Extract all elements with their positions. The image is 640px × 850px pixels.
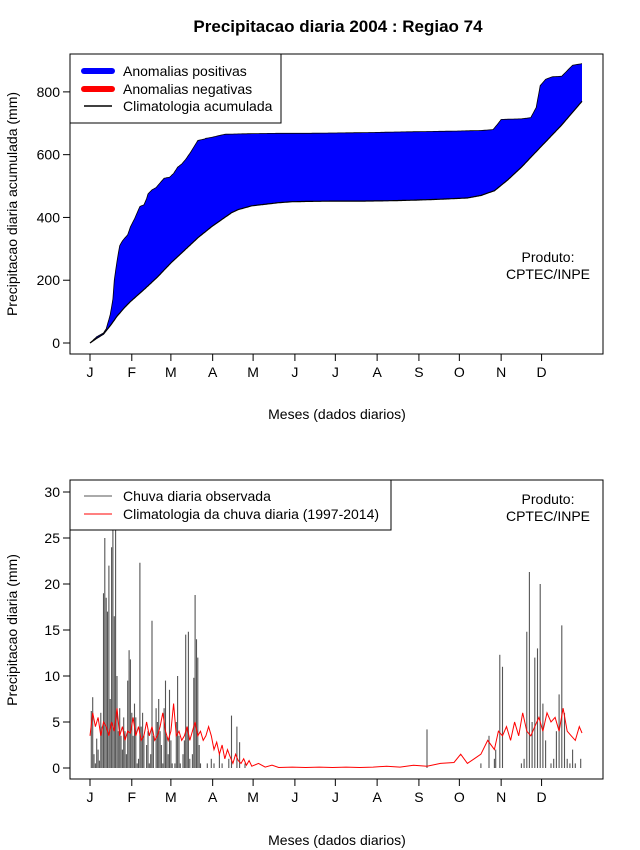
y-tick-label: 400 (37, 209, 61, 225)
x-tick-label: M (247, 789, 259, 805)
x-tick-label: M (165, 364, 177, 380)
x-tick-label: D (537, 789, 547, 805)
y-tick-label: 30 (44, 484, 60, 500)
daily-bars-group (90, 528, 582, 768)
legend-climatology-daily-label: Climatologia da chuva diaria (1997-2014) (123, 506, 379, 522)
x-tick-label: J (291, 364, 298, 380)
bottom-lines-group (89, 703, 583, 769)
bottom-x-label: Meses (dados diarios) (268, 832, 406, 848)
y-tick-label: 5 (52, 714, 60, 730)
x-tick-label: F (128, 789, 137, 805)
y-tick-label: 600 (37, 147, 61, 163)
x-tick-label: J (87, 364, 94, 380)
observed-cumulative-line (89, 63, 583, 344)
climatology-cumulative-line (89, 100, 583, 344)
x-tick-label: M (165, 789, 177, 805)
y-tick-label: 200 (37, 272, 61, 288)
top-title: Precipitacao diaria 2004 : Regiao 74 (193, 17, 483, 36)
x-tick-label: D (537, 364, 547, 380)
y-tick-label: 800 (37, 84, 61, 100)
legend-negative-label: Anomalias negativas (123, 81, 252, 97)
top-lines-group (89, 63, 583, 344)
legend-positive-label: Anomalias positivas (123, 63, 247, 79)
top-y-axis: 0 200 400 600 800 (37, 84, 71, 351)
bottom-legend-box (69, 479, 392, 531)
bottom-annotation-line1: Produto: (522, 491, 575, 507)
y-tick-label: 0 (52, 335, 60, 351)
x-tick-label: N (496, 364, 506, 380)
y-tick-label: 25 (44, 530, 60, 546)
x-tick-label: F (128, 364, 137, 380)
x-tick-label: A (372, 364, 382, 380)
positive-anomaly-area (90, 63, 582, 343)
x-tick-label: J (332, 789, 339, 805)
x-tick-label: S (414, 789, 423, 805)
bottom-annotation-line2: CPTEC/INPE (506, 508, 590, 524)
x-tick-label: A (372, 789, 382, 805)
y-tick-label: 0 (52, 760, 60, 776)
top-legend: Anomalias positivas Anomalias negativas … (69, 53, 282, 124)
x-tick-label: O (454, 364, 465, 380)
y-tick-label: 15 (44, 622, 60, 638)
legend-climatology-label: Climatologia acumulada (123, 98, 273, 114)
x-tick-label: O (454, 789, 465, 805)
x-tick-label: S (414, 364, 423, 380)
y-tick-label: 10 (44, 668, 60, 684)
x-tick-label: J (291, 789, 298, 805)
bottom-legend: Chuva diaria observada Climatologia da c… (69, 479, 392, 531)
bottom-panel: 0 5 10 15 20 25 30 J F M A M J J A S O N D Meses (dados d… (4, 479, 604, 848)
top-annotation-line2: CPTEC/INPE (506, 266, 590, 282)
top-annotation-line1: Produto: (522, 249, 575, 265)
x-tick-label: A (208, 364, 218, 380)
x-tick-label: J (87, 789, 94, 805)
x-tick-label: M (247, 364, 259, 380)
top-x-label: Meses (dados diarios) (268, 406, 406, 422)
top-y-label: Precipitacao diaria acumulada (mm) (4, 92, 20, 316)
x-tick-label: N (496, 789, 506, 805)
bottom-y-label: Precipitacao diaria (mm) (4, 554, 20, 706)
legend-observed-label: Chuva diaria observada (123, 488, 271, 504)
x-tick-label: A (208, 789, 218, 805)
climatology-daily-line (89, 703, 583, 769)
top-panel: Precipitacao diaria 2004 : Regiao 74 0 20… (4, 17, 604, 422)
x-tick-label: J (332, 364, 339, 380)
y-tick-label: 20 (44, 576, 60, 592)
anomaly-area-group (90, 63, 582, 343)
bottom-y-axis: 0 5 10 15 20 25 30 (44, 484, 71, 776)
